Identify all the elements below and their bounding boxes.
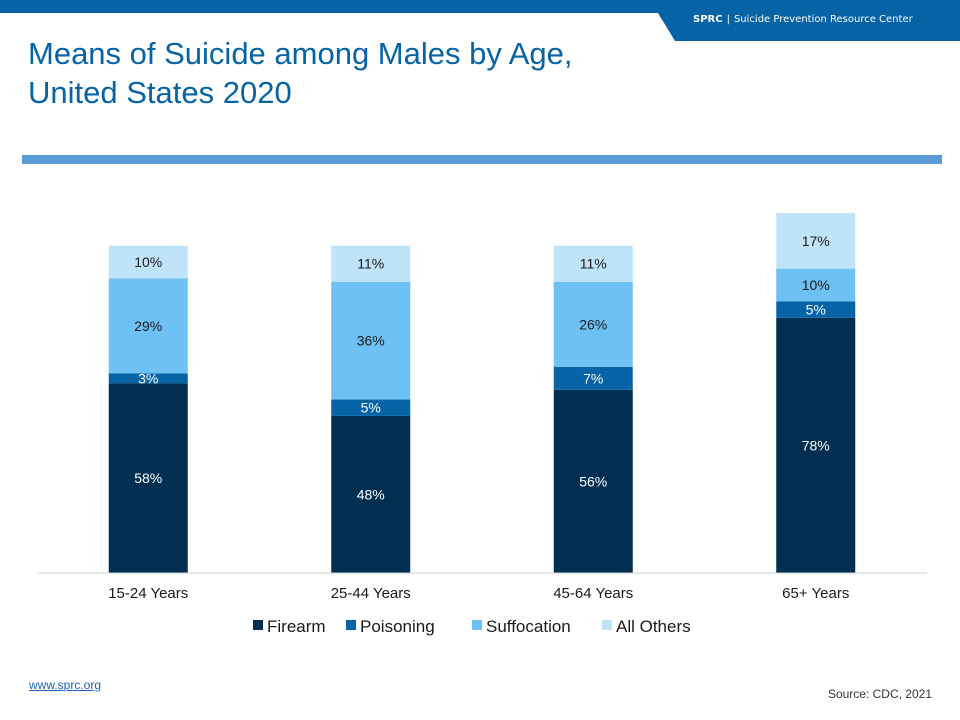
data-label-poisoning: 3% xyxy=(138,370,158,386)
title-divider xyxy=(22,155,942,164)
data-label-poisoning: 5% xyxy=(361,400,381,416)
data-label-firearm: 56% xyxy=(579,473,607,489)
data-label-all-others: 17% xyxy=(802,233,830,249)
legend-label-suffocation: Suffocation xyxy=(486,617,571,636)
legend-label-poisoning: Poisoning xyxy=(360,617,435,636)
bar-segment-firearm xyxy=(108,383,188,573)
bar-segment-all-others xyxy=(331,245,411,282)
data-label-suffocation: 36% xyxy=(357,333,385,349)
data-label-firearm: 48% xyxy=(357,486,385,502)
slide-title: Means of Suicide among Males by Age, Uni… xyxy=(28,34,648,112)
data-label-suffocation: 26% xyxy=(579,316,607,332)
source-note: Source: CDC, 2021 xyxy=(827,687,932,701)
bar-segment-poisoning xyxy=(553,366,633,390)
legend-swatch-poisoning xyxy=(346,620,356,630)
slide-title-line-1: Means of Suicide among Males by Age, xyxy=(28,36,573,71)
bar-segment-suffocation xyxy=(108,278,188,374)
data-label-suffocation: 10% xyxy=(802,277,830,293)
x-tick-label: 45-64 Years xyxy=(553,585,633,602)
bar-segment-all-others xyxy=(776,213,856,269)
brand-separator: | xyxy=(726,14,730,25)
bar-segment-firearm xyxy=(553,389,633,573)
legend-label-firearm: Firearm xyxy=(267,617,326,636)
data-label-poisoning: 5% xyxy=(806,302,826,318)
bar-segment-all-others xyxy=(553,245,633,282)
brand-name: Suicide Prevention Resource Center xyxy=(733,14,913,25)
data-label-all-others: 11% xyxy=(580,256,607,272)
bar-segment-poisoning xyxy=(331,399,411,416)
slide-title-line-2: United States 2020 xyxy=(28,75,292,110)
bar-segment-suffocation xyxy=(331,281,411,400)
legend-label-all-others: All Others xyxy=(616,617,691,636)
brand-label: SPRC | Suicide Prevention Resource Center xyxy=(693,14,913,25)
data-label-firearm: 78% xyxy=(802,437,830,453)
legend-swatch-suffocation xyxy=(472,620,482,630)
data-label-all-others: 10% xyxy=(134,254,162,270)
bar-segment-poisoning xyxy=(108,373,188,384)
legend-swatch-firearm xyxy=(253,620,263,630)
x-tick-label: 15-24 Years xyxy=(108,585,188,602)
legend-swatch-all-others xyxy=(602,620,612,630)
x-tick-label: 65+ Years xyxy=(782,585,849,602)
data-label-firearm: 58% xyxy=(134,470,162,486)
bar-segment-suffocation xyxy=(776,268,856,302)
bar-segment-poisoning xyxy=(776,301,856,318)
bar-segment-suffocation xyxy=(553,281,633,367)
data-label-all-others: 11% xyxy=(357,256,384,272)
bar-segment-firearm xyxy=(776,317,856,573)
bar-segment-firearm xyxy=(331,415,411,573)
website-link[interactable]: www.sprc.org xyxy=(29,678,102,692)
data-label-poisoning: 7% xyxy=(583,370,603,386)
brand-tab xyxy=(650,0,960,41)
x-tick-label: 25-44 Years xyxy=(331,585,411,602)
bar-segment-all-others xyxy=(108,245,188,279)
data-label-suffocation: 29% xyxy=(134,318,162,334)
brand-abbr: SPRC xyxy=(693,14,723,25)
